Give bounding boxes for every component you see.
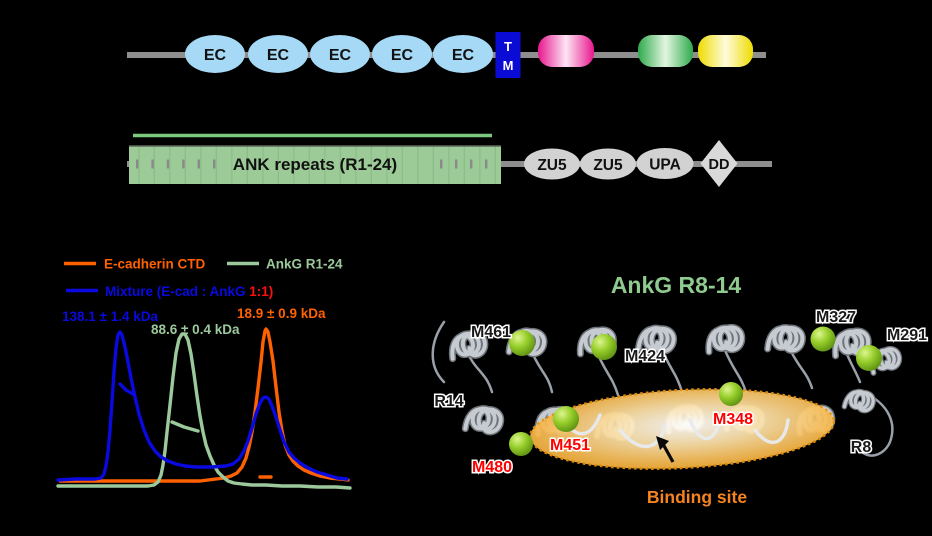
helix-coil: [768, 326, 803, 351]
zu5-domain-1: ZU5: [524, 148, 580, 180]
residue-label-m424: M424: [625, 348, 665, 365]
ec-domain-3: EC: [310, 35, 370, 73]
ec-oval: [248, 35, 308, 73]
sec-mals-chart: E-cadherin CTD AnkG R1-24 Mixture (E-cad…: [56, 257, 352, 490]
green-domain: [638, 35, 693, 67]
legend-mixture-prefix: Mixture (E-cad : AnkG: [105, 284, 249, 299]
sphere-m451: [553, 406, 579, 432]
upa-label: UPA: [649, 157, 681, 174]
residue-label-m327: M327: [816, 309, 856, 326]
ankg-structure-panel: AnkG R8-14: [431, 272, 929, 508]
ec-oval: [310, 35, 370, 73]
residue-label-m451: M451: [550, 437, 590, 454]
repeat-label-r14: R14: [434, 393, 463, 410]
binding-site-arrow: [656, 436, 675, 463]
mass-label-ankg: 88.6 ± 0.4 kDa: [151, 322, 240, 337]
ec-oval: [433, 35, 493, 73]
ank-repeats-label: ANK repeats (R1-24): [233, 155, 397, 174]
legend-mixture-ratio: 1:1): [249, 284, 273, 299]
ec-oval: [185, 35, 245, 73]
sphere-m327: [810, 326, 836, 352]
ec-domain-4: EC: [372, 35, 432, 73]
dd-label: DD: [709, 157, 730, 173]
dd-diamond: [700, 140, 738, 187]
tick-mark-ankg: [170, 420, 200, 433]
repeat-label-r8: R8: [851, 439, 872, 456]
residue-label-m461: M461: [471, 324, 511, 341]
dd-domain: DD: [700, 140, 738, 187]
sphere-m291: [856, 345, 882, 371]
sphere-m424: [591, 334, 617, 360]
ec-label: EC: [204, 47, 227, 64]
structure-labels: M461 M424 M327 M291 M480 M451 M348 R14 R…: [433, 308, 929, 508]
sphere-m348: [719, 382, 743, 406]
ank-repeat-tick-marks: [136, 159, 488, 169]
ec-domain-5: EC: [433, 35, 493, 73]
sphere-m461: [509, 330, 535, 356]
legend-label-ecad: E-cadherin CTD: [104, 257, 206, 272]
tm-label-m: M: [503, 58, 514, 73]
binding-site-label: Binding site: [647, 487, 747, 507]
methionine-spheres: [509, 326, 882, 456]
chart-legend: E-cadherin CTD AnkG R1-24 Mixture (E-cad…: [64, 257, 343, 299]
tm-domain: T M: [495, 32, 521, 78]
ecadherin-domain-diagram: EC EC EC EC EC T M: [127, 32, 766, 78]
ec-domain-2: EC: [248, 35, 308, 73]
residue-label-m291: M291: [887, 327, 927, 344]
tm-label-t: T: [504, 39, 512, 54]
curve-mixture: [56, 330, 349, 482]
ec-label: EC: [267, 47, 290, 64]
ank-repeats-rect: [129, 145, 501, 184]
tm-rect: [495, 32, 521, 78]
ankg-domain-diagram: ANK repeats (R1-24) ZU5 ZU5 UPA DD: [127, 133, 772, 187]
pink-domain: [538, 35, 594, 67]
tick-mark-mixture: [118, 382, 135, 396]
ec-label: EC: [452, 47, 475, 64]
zu5-oval: [524, 148, 580, 180]
helix-coil: [707, 326, 743, 351]
zu5-domain-2: ZU5: [580, 148, 636, 180]
binding-site-blob: [528, 388, 836, 470]
helix-coil: [465, 406, 502, 433]
helix-coil: [844, 389, 874, 412]
zu5-label: ZU5: [537, 157, 567, 174]
mass-label-mixture: 138.1 ± 1.4 kDa: [62, 309, 158, 324]
zu5-oval: [580, 148, 636, 180]
ec-oval: [372, 35, 432, 73]
curve-ankg-r1-24: [56, 332, 352, 490]
residue-label-m348: M348: [713, 411, 753, 428]
curve-ecadherin-ctd: [58, 327, 350, 483]
zu5-label: ZU5: [593, 157, 623, 174]
residue-label-m480: M480: [472, 459, 512, 476]
mass-label-ecad: 18.9 ± 0.9 kDa: [237, 306, 326, 321]
sphere-m480: [509, 432, 533, 456]
ec-label: EC: [329, 47, 352, 64]
r8-terminal-loop: [856, 388, 894, 457]
ec-domain-1: EC: [185, 35, 245, 73]
upa-domain: UPA: [636, 148, 694, 179]
yellow-domain: [698, 35, 753, 67]
legend-label-mixture: Mixture (E-cad : AnkG 1:1): [105, 284, 273, 299]
structure-title: AnkG R8-14: [611, 272, 742, 298]
ec-label: EC: [391, 47, 414, 64]
legend-label-ankg: AnkG R1-24: [266, 257, 343, 272]
upa-oval: [636, 148, 694, 179]
r14-terminal-loop: [431, 320, 446, 384]
